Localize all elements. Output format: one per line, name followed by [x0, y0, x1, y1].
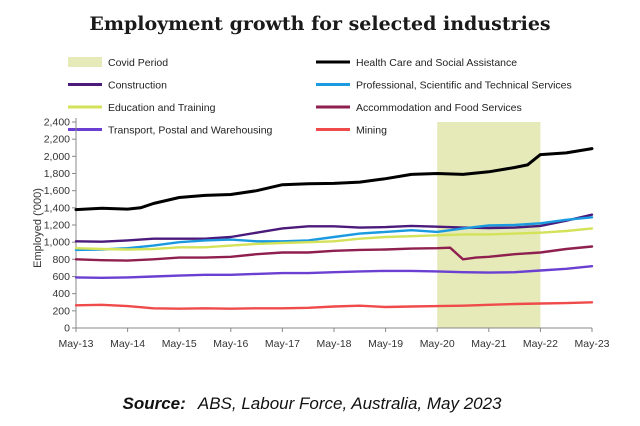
legend-label: Education and Training — [108, 102, 216, 114]
x-tick-label: May-17 — [265, 338, 300, 350]
legend-swatch — [68, 57, 102, 67]
x-tick-label: May-16 — [213, 338, 248, 350]
legend-label: Accommodation and Food Services — [356, 102, 522, 114]
legend-item-mining: Mining — [316, 125, 387, 137]
legend-item-transport-postal-and-warehousing: Transport, Postal and Warehousing — [68, 125, 273, 137]
y-tick-label: 2,200 — [44, 134, 70, 146]
legend-item-professional-scientific-and-technical-services: Professional, Scientific and Technical S… — [316, 80, 572, 92]
x-tick-label: May-23 — [574, 338, 609, 350]
legend-label: Health Care and Social Assistance — [356, 57, 517, 69]
x-tick-label: May-21 — [471, 338, 506, 350]
source-prefix: Source: — [122, 394, 185, 413]
y-tick-label: 1,400 — [44, 202, 70, 214]
legend-label: Mining — [356, 125, 387, 137]
legend-label: Professional, Scientific and Technical S… — [356, 80, 572, 92]
y-tick-label: 2,000 — [44, 151, 70, 163]
x-tick-label: May-13 — [58, 338, 93, 350]
chart-title: Employment growth for selected industrie… — [89, 13, 550, 35]
legend-item-accommodation-and-food-services: Accommodation and Food Services — [316, 102, 522, 114]
series-line-health-care-and-social-assistance — [74, 147, 594, 212]
y-axis: 0 200 400 600 800 1,000 1,200 1,400 1,600 1,800 2,… — [44, 117, 77, 335]
source-caption: Source: ABS, Labour Force, Australia, Ma… — [122, 394, 502, 413]
x-tick-label: May-14 — [110, 338, 145, 350]
legend-item-covid-period: Covid Period — [68, 57, 168, 69]
series-line-professional-scientific-and-technical-services — [74, 216, 594, 252]
legend-item-education-and-training: Education and Training — [68, 102, 216, 114]
x-tick-label: May-22 — [523, 338, 558, 350]
y-tick-label: 1,200 — [44, 220, 70, 232]
y-tick-label: 1,600 — [44, 185, 70, 197]
source-text: ABS, Labour Force, Australia, May 2023 — [197, 394, 502, 413]
x-axis: May-13 May-14 May-15 May-16 May-17 May-18 May-… — [58, 327, 610, 350]
x-tick-label: May-18 — [316, 338, 351, 350]
y-tick-label: 0 — [64, 323, 70, 335]
legend-label: Construction — [108, 80, 167, 92]
series-lines — [74, 147, 594, 310]
y-axis-label: Employed ('000) — [32, 188, 44, 268]
series-line-construction — [74, 213, 594, 243]
series-line-education-and-training — [74, 227, 594, 251]
plot-area: 0 200 400 600 800 1,000 1,200 1,400 1,600 1,800 2,… — [44, 117, 610, 351]
legend-item-health-care-and-social-assistance: Health Care and Social Assistance — [316, 57, 517, 69]
legend: Covid Period Health Care and Social Assis… — [68, 57, 572, 137]
series-line-transport-postal-and-warehousing — [74, 265, 594, 279]
y-tick-label: 800 — [52, 254, 70, 266]
legend-item-construction: Construction — [68, 80, 167, 92]
y-tick-label: 1,800 — [44, 168, 70, 180]
x-tick-label: May-19 — [368, 338, 403, 350]
y-tick-label: 200 — [52, 305, 70, 317]
y-tick-label: 400 — [52, 288, 70, 300]
y-tick-label: 1,000 — [44, 237, 70, 249]
y-tick-label: 2,400 — [44, 117, 70, 129]
series-line-mining — [74, 301, 594, 310]
x-tick-label: May-20 — [420, 338, 455, 350]
series-line-accommodation-and-food-services — [74, 245, 594, 262]
legend-label: Covid Period — [108, 57, 168, 69]
y-tick-label: 600 — [52, 271, 70, 283]
legend-label: Transport, Postal and Warehousing — [108, 125, 273, 137]
x-tick-label: May-15 — [162, 338, 197, 350]
